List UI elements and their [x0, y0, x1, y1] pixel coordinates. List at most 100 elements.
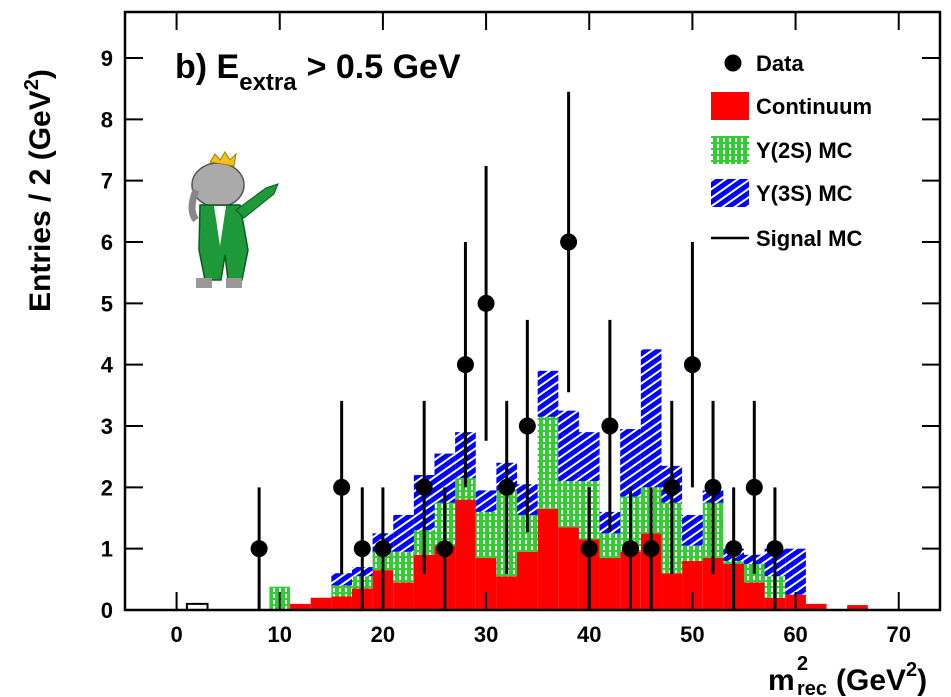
y-tick-label: 2: [101, 475, 113, 500]
chart-title: b) Eextra > 0.5 GeV: [175, 48, 461, 96]
legend-marker: [711, 179, 749, 207]
data-point: [560, 233, 578, 251]
y-tick-label: 6: [101, 230, 113, 255]
hist-bar: [434, 453, 456, 503]
y-tick-label: 8: [101, 107, 113, 132]
data-point: [353, 540, 371, 558]
legend-label: Υ(2S) MC: [756, 138, 853, 163]
x-label-part: ): [917, 664, 927, 697]
hist-bar: [620, 429, 641, 497]
hist-bar: [393, 514, 414, 552]
legend-marker: [724, 54, 742, 72]
hist-bar: [578, 432, 600, 482]
data-point: [456, 356, 474, 374]
hist-bar: [517, 514, 538, 552]
hist-bar: [702, 557, 724, 610]
legend-marker: [711, 92, 749, 120]
data-point: [766, 540, 784, 558]
hist-bar: [558, 527, 579, 610]
hist-bar: [785, 548, 806, 595]
x-tick-label: 60: [783, 622, 807, 647]
hist-bar: [537, 416, 559, 509]
x-tick-label: 30: [474, 622, 498, 647]
x-tick-label: 0: [170, 622, 182, 647]
plot-area: 0 10 20 30 40 50 60 70 0 1 2 3 4 5 6 7 8 9 b) Eextra > 0.5 …: [21, 10, 942, 697]
hist-bar: [743, 582, 765, 610]
hist-bar: [393, 582, 414, 610]
x-axis-label: (GeV2): [836, 659, 927, 697]
hist-bar: [558, 410, 579, 482]
hist-bar: [496, 576, 518, 610]
x-tick-label: 70: [886, 622, 910, 647]
hist-bar: [847, 605, 868, 610]
y-label-sup: 2: [21, 79, 43, 90]
data-point: [704, 478, 722, 496]
data-point: [436, 540, 454, 558]
y-tick-label: 0: [101, 598, 113, 623]
hist-bar: [599, 533, 621, 558]
data-point: [683, 356, 701, 374]
data-point: [250, 540, 268, 558]
data-point: [663, 478, 681, 496]
hist-bar: [475, 490, 497, 512]
hist-bar: [331, 596, 352, 610]
data-point: [580, 540, 598, 558]
x-tick-label: 20: [371, 622, 395, 647]
hist-bar: [475, 557, 497, 610]
data-point: [601, 417, 619, 435]
hist-bar: [455, 499, 476, 610]
hist-bar: [455, 478, 476, 500]
data-point: [745, 478, 763, 496]
y-tick-label: 3: [101, 414, 113, 439]
x-tick-label: 40: [577, 622, 601, 647]
data-point: [642, 540, 660, 558]
y-label-part: ): [24, 69, 57, 79]
data-point: [518, 417, 536, 435]
hist-bar: [558, 481, 579, 528]
hist-bar: [640, 349, 662, 488]
x-label-part: m: [768, 664, 795, 697]
hist-bar: [537, 508, 559, 610]
hist-bar: [331, 573, 352, 586]
hist-bar: [537, 370, 559, 417]
x-label-sub: rec: [797, 678, 827, 697]
title-sub: extra: [239, 69, 297, 96]
y-label-part: Entries / 2 (GeV: [24, 90, 57, 312]
x-label-sup: 2: [797, 653, 808, 675]
x-tick-label: 50: [680, 622, 704, 647]
hist-bar: [805, 603, 827, 610]
data-point: [333, 478, 351, 496]
y-tick-label: 4: [101, 353, 114, 378]
y-axis-label: Entries / 2 (GeV2): [21, 69, 57, 312]
hist-bar: [475, 511, 497, 558]
title-part: > 0.5 GeV: [307, 48, 461, 86]
y-tick-label: 5: [101, 291, 113, 316]
data-point: [374, 540, 392, 558]
data-point: [498, 478, 516, 496]
data-point: [477, 294, 495, 312]
y-tick-label: 9: [101, 46, 113, 71]
data-point: [415, 478, 433, 496]
hist-bar: [413, 554, 435, 610]
x-label-sup: 2: [906, 659, 917, 681]
frame: [123, 10, 942, 612]
hist-bar: [310, 597, 332, 610]
x-label-part: (GeV: [836, 664, 906, 697]
y-tick-label: 7: [101, 169, 113, 194]
hist-bar: [393, 551, 414, 583]
hist-bar: [682, 545, 703, 561]
legend-label: Signal MC: [756, 226, 862, 251]
hist-bar: [290, 603, 311, 610]
hist-bar: [682, 514, 703, 546]
hist-bar: [661, 573, 683, 610]
hist-bar: [331, 585, 352, 597]
title-part: b) E: [175, 48, 239, 86]
hist-bar: [517, 551, 538, 610]
y-tick-label: 1: [101, 537, 113, 562]
legend-label: Continuum: [756, 94, 872, 119]
x-tick-label: 10: [268, 622, 292, 647]
legend-label: Data: [756, 51, 804, 76]
legend-label: Υ(3S) MC: [756, 181, 853, 206]
hist-bar: [682, 560, 703, 610]
